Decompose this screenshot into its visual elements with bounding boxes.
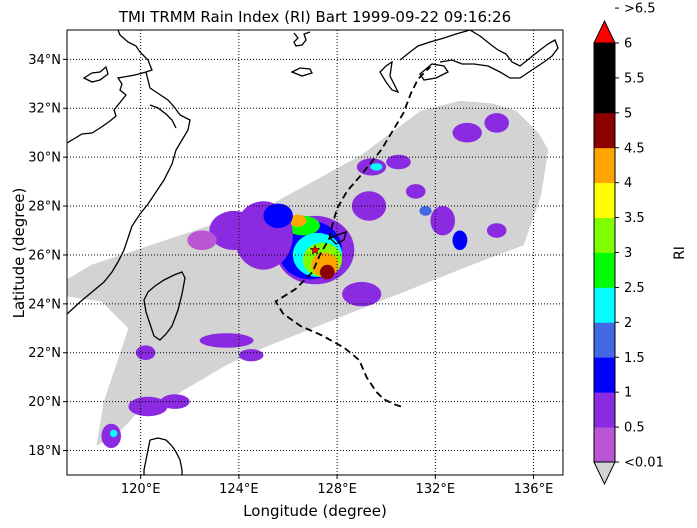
coastline-luzon <box>149 437 183 475</box>
rain-cell <box>238 349 264 362</box>
rain-cell <box>342 281 382 307</box>
rain-cell <box>484 113 510 133</box>
map-title: TMI TRMM Rain Index (RI) Bart 1999-09-22… <box>118 8 511 26</box>
coastline-shandong <box>82 65 109 83</box>
x-tick-label: 124°E <box>219 482 259 497</box>
rain-cell <box>452 230 468 251</box>
rain-cell <box>319 264 335 280</box>
coastline-hangzhou-bay <box>149 104 177 129</box>
rain-cell <box>209 210 259 251</box>
y-tick-label: 22°N <box>28 346 61 361</box>
coastline-japan-honshu <box>399 30 559 79</box>
colorbar-tick-label: 3.5 <box>624 211 645 226</box>
y-tick-label: 34°N <box>28 53 61 68</box>
coastline-china <box>67 30 153 144</box>
colorbar-tick-label: 4.5 <box>624 141 645 156</box>
x-tick-label: 128°E <box>317 482 357 497</box>
x-axis-ticks: 120°E 124°E 128°E 132°E 136°E <box>121 475 553 497</box>
coastline-luzon-west <box>143 439 151 475</box>
colorbar-tick-label: 2 <box>624 316 632 331</box>
storm-center-marker <box>309 244 321 255</box>
colorbar-swatch <box>594 217 615 253</box>
coastline-jeju <box>290 67 313 77</box>
x-tick-label: 132°E <box>416 482 456 497</box>
rain-cell <box>419 206 432 216</box>
y-tick-label: 20°N <box>28 395 61 410</box>
colorbar-swatch <box>594 182 615 218</box>
storm-track <box>274 66 432 408</box>
colorbar-over-arrow <box>593 19 616 44</box>
colorbar-swatch <box>594 322 615 358</box>
x-axis-label: Longitude (degree) <box>243 502 387 520</box>
colorbar-swatch <box>594 147 615 184</box>
colorbar-swatch <box>594 287 615 323</box>
colorbar-under-arrow <box>593 461 616 486</box>
y-tick-label: 30°N <box>28 151 61 166</box>
colorbar-tick-label: 0.5 <box>624 421 645 436</box>
x-tick-label: 120°E <box>121 482 161 497</box>
rain-cell <box>386 154 411 170</box>
coastline-ryukyu <box>328 231 347 245</box>
map-plot-area <box>67 30 563 475</box>
coastline-japan-shikoku <box>419 63 449 81</box>
colorbar-tick-label: >6.5 <box>624 2 656 17</box>
rain-cell <box>430 206 456 236</box>
colorbar-swatch <box>594 357 615 393</box>
coastlines <box>67 30 559 475</box>
colorbar-swatch <box>594 77 615 114</box>
colorbar-tick-label: 6 <box>624 37 632 52</box>
rain-cell <box>289 214 307 227</box>
map-frame <box>66 29 564 476</box>
colorbar-swatch <box>594 43 615 79</box>
colorbar-tick-label: 5.5 <box>624 71 645 86</box>
y-tick-label: 32°N <box>28 102 61 117</box>
y-axis-label: Latitude (degree) <box>10 188 28 319</box>
coastline-korea <box>293 31 311 47</box>
colorbar-label: RI <box>672 246 688 260</box>
colorbar-swatch <box>594 427 615 463</box>
colorbar: <0.01 0.5 1 1.5 2 2.5 3 3.5 4 4.5 5 5.5 6 >6.5 <box>593 2 664 486</box>
y-tick-label: 26°N <box>28 248 61 263</box>
coastline-china-south <box>67 71 191 315</box>
colorbar-swatch <box>594 112 615 149</box>
rain-cell <box>199 333 254 348</box>
coastline-taiwan <box>143 271 186 341</box>
y-tick-label: 18°N <box>28 444 61 459</box>
colorbar-tick-label: 3 <box>624 246 632 261</box>
y-tick-label: 24°N <box>28 297 61 312</box>
y-axis-ticks: 18°N 20°N 22°N 24°N 26°N 28°N 30°N 32°N 34°N <box>28 53 67 459</box>
rain-cell <box>370 163 383 171</box>
y-tick-label: 28°N <box>28 200 61 215</box>
rain-cell <box>452 122 482 143</box>
rain-cell <box>263 203 293 228</box>
colorbar-swatch <box>594 392 615 428</box>
coastline-japan-kyushu <box>379 60 400 94</box>
x-tick-label: 136°E <box>514 482 554 497</box>
rain-cell <box>110 429 118 438</box>
colorbar-tick-label: 4 <box>624 176 632 191</box>
colorbar-tick-label: 1 <box>624 386 632 401</box>
rain-cell <box>486 223 507 238</box>
colorbar-tick-label: 1.5 <box>624 351 645 366</box>
colorbar-tick-label: 2.5 <box>624 281 645 296</box>
rain-cell <box>187 230 217 251</box>
colorbar-tick-label: 5 <box>624 106 632 121</box>
rain-cell <box>405 184 426 199</box>
colorbar-swatch <box>594 252 615 288</box>
lat-lon-grid <box>67 30 563 475</box>
rain-cell <box>351 191 387 221</box>
colorbar-tick-label: <0.01 <box>624 456 664 471</box>
